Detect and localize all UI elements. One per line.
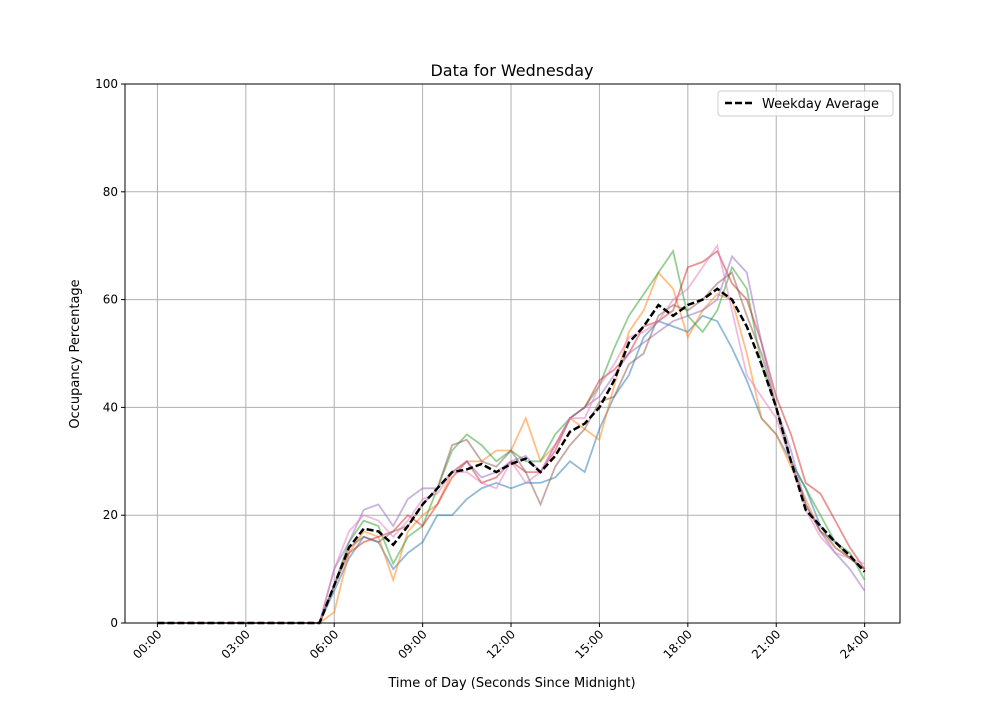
y-tick-label: 60 [103,293,118,307]
x-tick-label: 12:00 [484,627,518,661]
legend-label-weekday-average: Weekday Average [762,97,879,112]
y-tick-label: 100 [95,77,118,91]
grid [125,83,900,624]
y-tick-label: 0 [110,616,118,630]
x-tick-label: 09:00 [395,627,429,661]
y-tick-label: 20 [103,508,118,522]
y-tick-label: 40 [103,400,118,414]
chart-title: Data for Wednesday [430,61,593,80]
x-axis-label: Time of Day (Seconds Since Midnight) [387,676,635,691]
y-axis-label: Occupancy Percentage [68,279,83,428]
plot-frame [124,83,901,624]
legend: Weekday Average [717,90,894,117]
x-tick-label: 15:00 [572,627,606,661]
x-tick-label: 21:00 [749,627,783,661]
x-tick-label: 06:00 [307,627,341,661]
x-tick-label: 18:00 [661,627,695,661]
x-tick-label: 00:00 [130,627,164,661]
x-tick-label: 24:00 [837,627,871,661]
legend-box [717,90,894,117]
x-tick-label: 03:00 [219,627,253,661]
y-tick-label: 80 [103,185,118,199]
weekday-average-line [157,287,866,625]
axis-ticks: 00:00 03:00 06:00 09:00 12:00 15:00 18:00 21:00… [95,77,872,662]
